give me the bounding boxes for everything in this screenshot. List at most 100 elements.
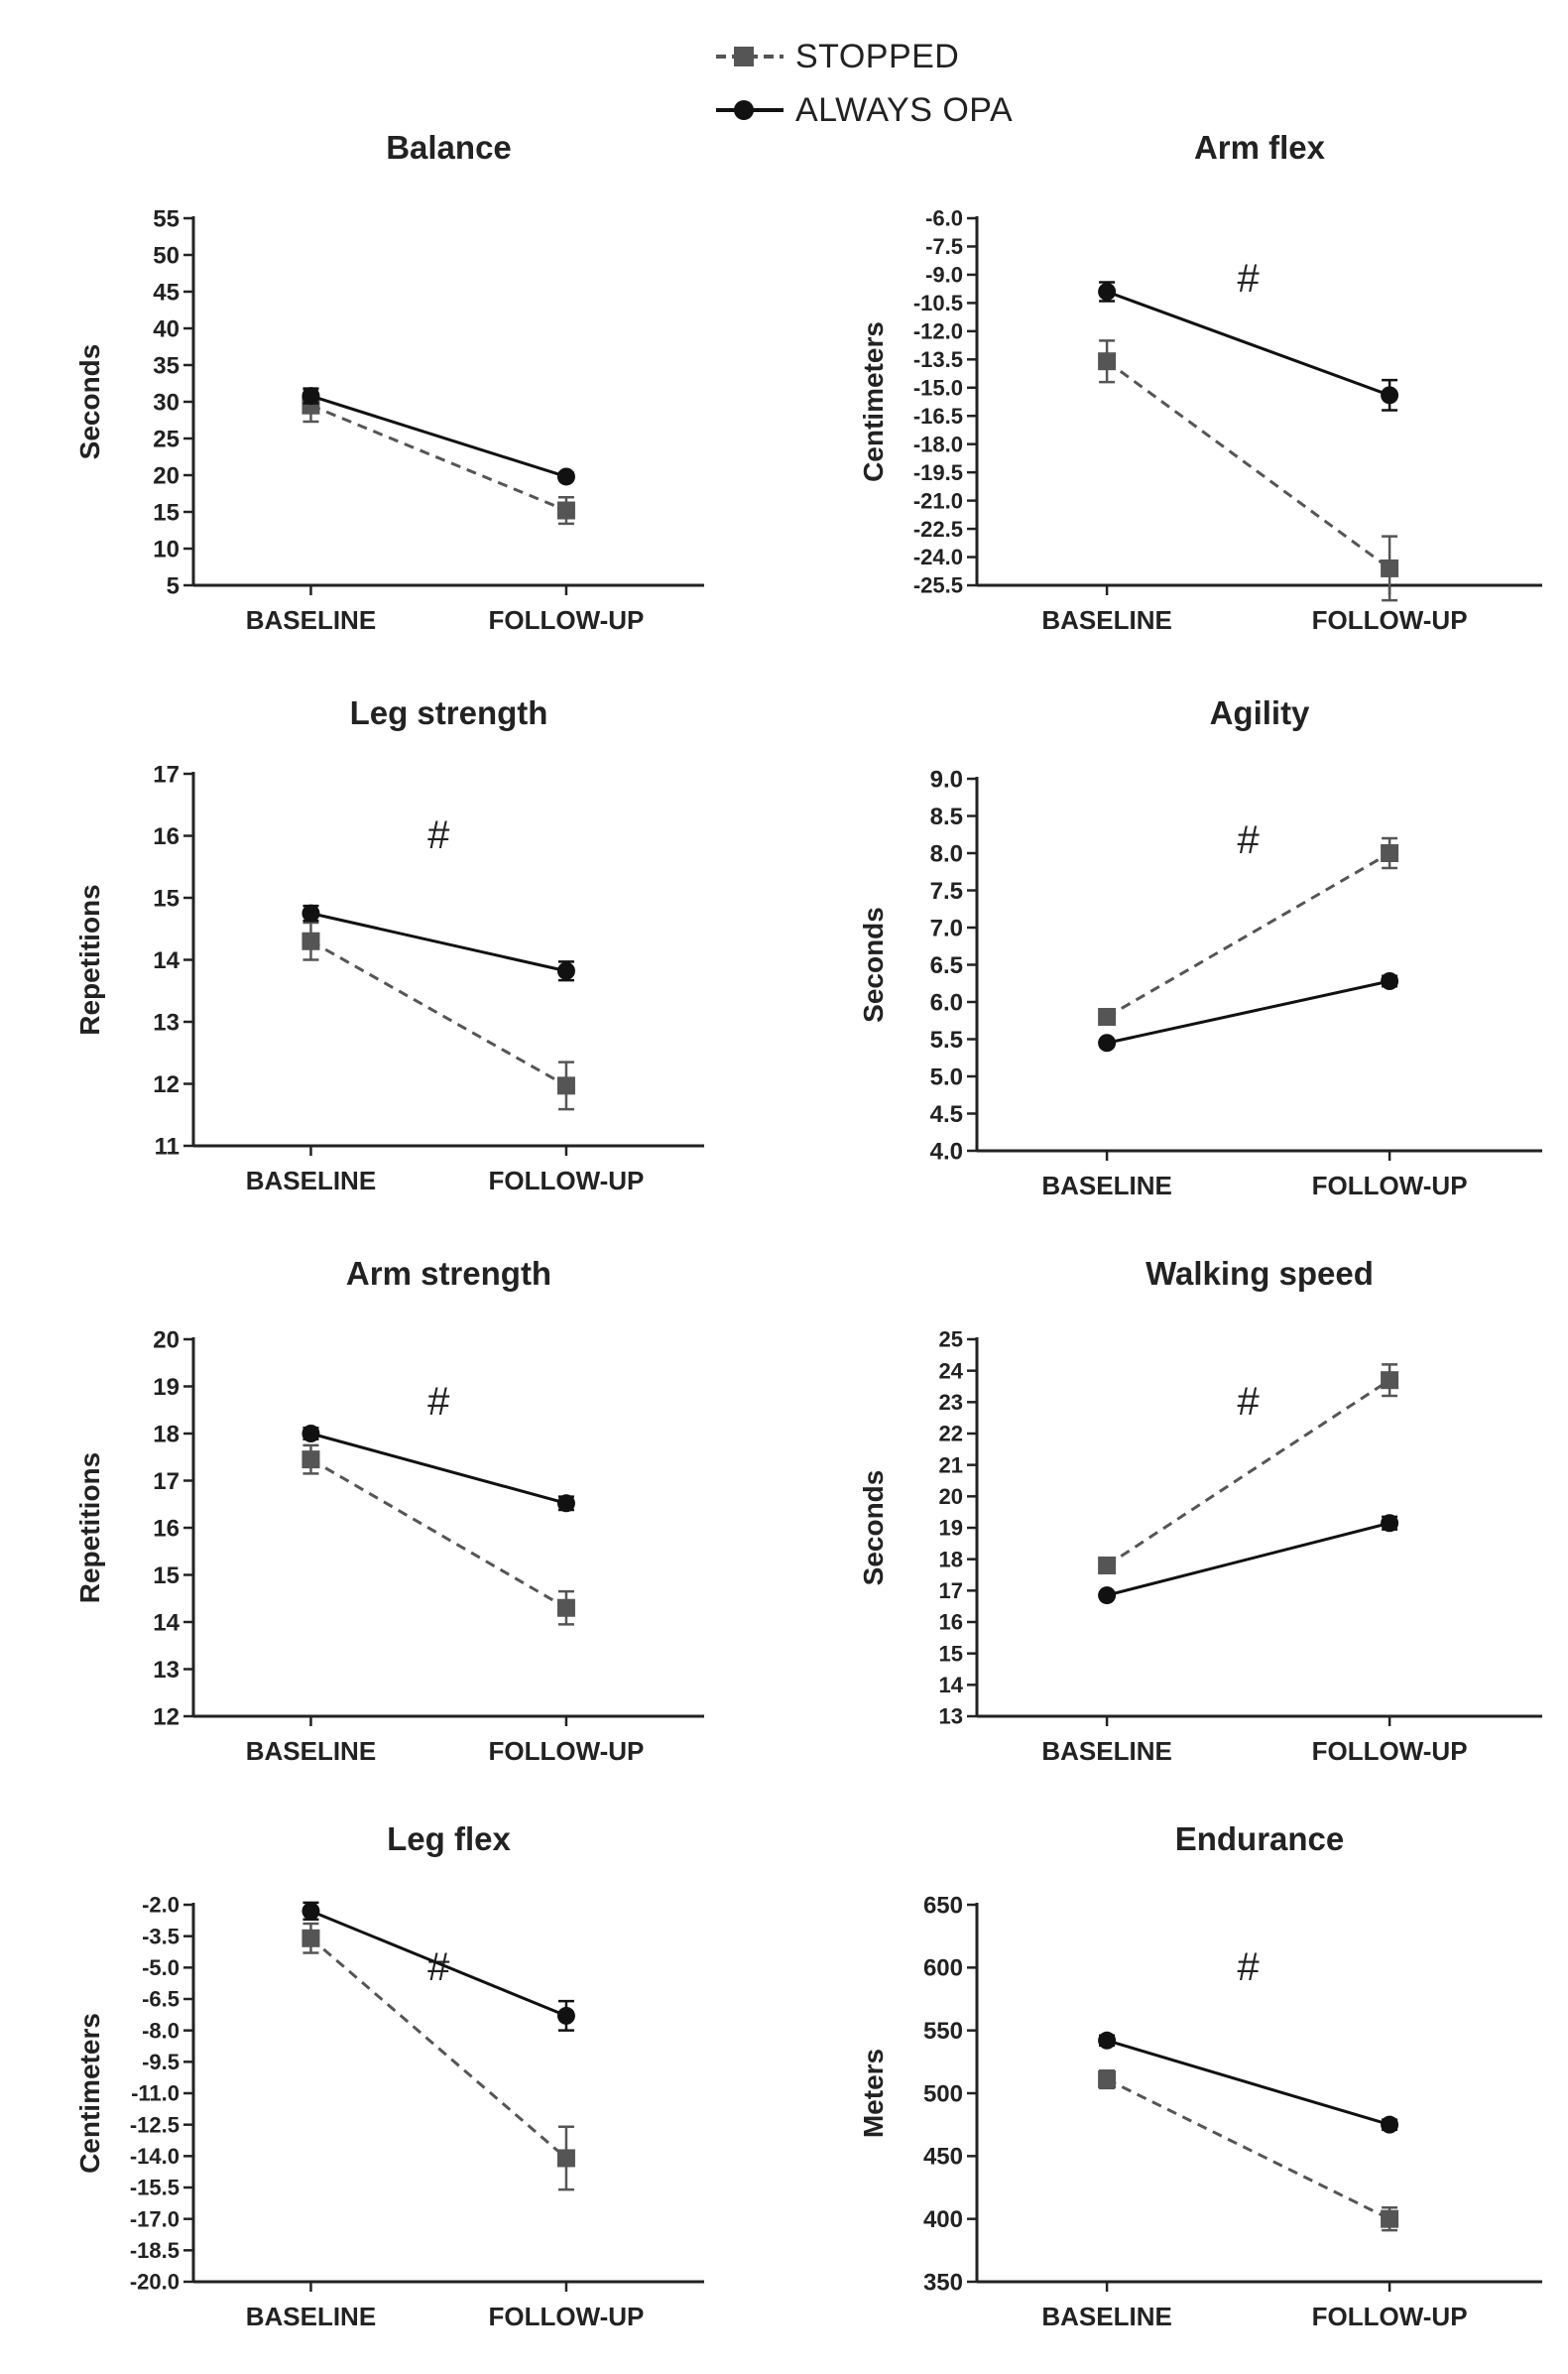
chart-leg-strength: Leg strength Repetitions 11 12 13 14 15 16 17 BAS… <box>74 694 704 1195</box>
y-tick-label: 20 <box>153 1326 180 1353</box>
y-tick-label: -18.5 <box>130 2238 180 2263</box>
y-tick-label: -12.5 <box>130 2112 180 2137</box>
series-line <box>1106 359 1390 570</box>
y-tick-label: 13 <box>153 1657 180 1684</box>
x-tick-label: FOLLOW-UP <box>1312 1171 1468 1200</box>
x-tick-label: FOLLOW-UP <box>489 1166 645 1195</box>
y-tick-label: 4.0 <box>930 1138 963 1165</box>
series-always-opa <box>302 904 575 982</box>
chart-title: Arm flex <box>1194 129 1326 166</box>
data-point <box>1098 1008 1117 1026</box>
chart-title: Walking speed <box>1146 1255 1374 1292</box>
data-point <box>556 1598 575 1617</box>
y-tick-label: 17 <box>153 761 180 788</box>
data-point <box>1098 2070 1117 2089</box>
y-tick-label: 22 <box>939 1422 963 1446</box>
x-tick-label: BASELINE <box>246 605 376 635</box>
series-line <box>309 1909 567 2018</box>
x-tick-label: FOLLOW-UP <box>489 1736 645 1766</box>
y-tick-label: 450 <box>923 2144 963 2171</box>
data-point <box>1098 352 1117 371</box>
series-stopped <box>302 921 575 1111</box>
data-point <box>1098 1557 1117 1574</box>
significance-mark: # <box>1237 1945 1260 1989</box>
data-point <box>1381 386 1399 405</box>
y-tick-label: -20.0 <box>130 2270 180 2295</box>
y-tick-label: -22.5 <box>913 517 963 542</box>
y-tick-label: -16.5 <box>913 404 963 429</box>
series-line <box>309 1457 567 1610</box>
y-tick-label: 25 <box>153 426 180 452</box>
y-tick-label: 18 <box>939 1547 963 1571</box>
y-tick-label: 14 <box>939 1673 964 1697</box>
y-tick-label: 25 <box>939 1327 963 1352</box>
y-tick-label: 15 <box>153 499 180 526</box>
y-tick-label: 600 <box>923 1955 963 1982</box>
chart-title: Leg flex <box>387 1820 511 1857</box>
series-line <box>1106 1378 1390 1567</box>
y-tick-label: 21 <box>939 1452 963 1477</box>
series-line <box>309 1937 567 2160</box>
y-tick-label: 19 <box>939 1516 963 1541</box>
y-axis-label: Seconds <box>858 907 889 1023</box>
y-tick-label: 5 <box>167 572 180 599</box>
y-axis-label: Repetitions <box>74 884 105 1035</box>
y-tick-label: 11 <box>155 1133 180 1160</box>
series-line <box>1106 1521 1390 1597</box>
y-tick-label: 7.5 <box>930 878 963 905</box>
data-point <box>1381 972 1399 990</box>
chart-agility: Agility Seconds 4.0 4.5 5.0 5.5 6.0 6.5 7.0 7.5 8.… <box>858 694 1542 1200</box>
data-point <box>1381 2115 1399 2134</box>
y-axis-label: Repetitions <box>74 1452 105 1603</box>
significance-mark: # <box>427 1945 450 1989</box>
x-tick-label: BASELINE <box>246 1166 376 1195</box>
y-tick-label: -25.5 <box>913 573 963 598</box>
y-axis-label: Seconds <box>858 1470 889 1586</box>
data-point <box>556 1076 575 1095</box>
data-point <box>556 2006 575 2025</box>
data-point <box>556 2149 575 2168</box>
y-tick-label: 23 <box>939 1390 963 1415</box>
data-point <box>556 1494 575 1513</box>
y-tick-label: 6.0 <box>930 989 963 1016</box>
y-tick-label: -21.0 <box>913 488 963 513</box>
chart-title: Leg strength <box>350 694 548 731</box>
series-always-opa <box>302 387 575 486</box>
y-tick-label: 40 <box>153 315 180 342</box>
series-line <box>1106 979 1390 1045</box>
y-tick-label: 13 <box>153 1009 180 1036</box>
y-axis-label: Meters <box>858 2049 889 2138</box>
series-stopped <box>302 1922 575 2191</box>
series-stopped <box>302 1443 575 1626</box>
y-tick-label: -12.0 <box>913 319 963 344</box>
y-tick-label: 45 <box>153 279 180 306</box>
y-tick-label: 400 <box>923 2206 963 2233</box>
y-tick-label: -6.5 <box>142 1987 180 2012</box>
y-tick-label: 15 <box>153 885 180 912</box>
x-tick-label: FOLLOW-UP <box>489 2302 645 2331</box>
data-point <box>1381 2209 1399 2228</box>
chart-title: Agility <box>1210 694 1310 731</box>
x-tick-label: BASELINE <box>1041 605 1171 635</box>
data-point <box>302 1929 320 1947</box>
y-tick-label: -11.0 <box>131 2081 180 2106</box>
significance-mark: # <box>1237 257 1260 301</box>
y-tick-label: -10.5 <box>913 291 963 315</box>
y-tick-label: 12 <box>153 1071 180 1098</box>
y-tick-label: 16 <box>153 1515 180 1542</box>
legend-stopped-marker-icon <box>716 47 784 66</box>
y-tick-label: 20 <box>153 462 180 489</box>
data-point <box>1381 1371 1399 1390</box>
y-tick-label: 18 <box>153 1421 180 1447</box>
x-tick-label: FOLLOW-UP <box>489 605 645 635</box>
chart-title: Endurance <box>1175 1820 1345 1857</box>
y-tick-label: 24 <box>939 1358 964 1383</box>
data-point <box>1098 1034 1117 1053</box>
y-tick-label: 5.5 <box>930 1027 963 1054</box>
data-point <box>1098 2031 1117 2050</box>
data-point <box>302 1902 320 1921</box>
data-point <box>302 932 320 950</box>
y-axis-label: Centimeters <box>858 321 889 482</box>
y-tick-label: -14.0 <box>130 2144 180 2169</box>
series-always-opa <box>1098 2031 1399 2134</box>
